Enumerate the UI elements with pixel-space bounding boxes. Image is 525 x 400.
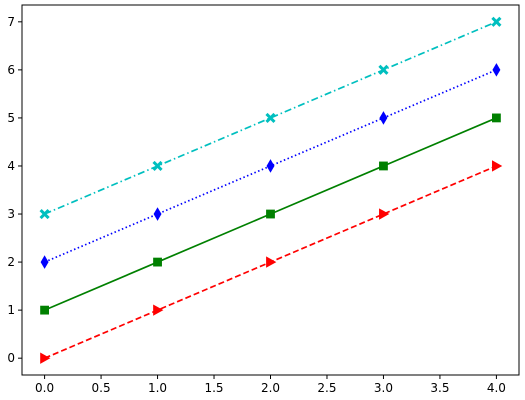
data-point-marker [492, 160, 503, 172]
y-tick-label: 1 [7, 303, 15, 317]
data-point-marker [40, 305, 49, 315]
series-1 [40, 113, 501, 315]
data-point-marker [266, 256, 277, 268]
data-point-marker [153, 257, 162, 267]
series-2 [40, 63, 501, 269]
data-point-marker [39, 208, 50, 220]
x-tick-label: 3.5 [430, 381, 449, 395]
x-tick-label: 2.0 [261, 381, 280, 395]
data-point-marker [265, 112, 276, 123]
x-tick-label: 2.5 [317, 381, 336, 395]
data-point-marker [492, 63, 501, 77]
axes-frame [21, 4, 520, 376]
series-line [44, 21, 497, 215]
series-0 [40, 160, 503, 364]
y-tick-label: 4 [7, 159, 15, 173]
data-point-marker [379, 208, 390, 220]
data-point-marker [379, 161, 388, 171]
data-point-marker [40, 255, 49, 269]
x-tick-label: 0.0 [35, 381, 54, 395]
data-point-marker [152, 160, 163, 172]
x-tick-label: 0.5 [92, 381, 111, 395]
data-point-marker [153, 207, 162, 221]
y-tick-label: 5 [7, 111, 15, 125]
series-layer [39, 16, 503, 364]
series-3 [39, 16, 502, 220]
data-point-marker [40, 352, 51, 364]
x-axis: 0.0 0.5 1.0 1.5 2.0 2.5 3.0 3.5 4.0 [35, 375, 506, 395]
data-point-marker [492, 113, 501, 123]
data-point-marker [378, 64, 389, 75]
y-axis: 0 1 2 3 4 5 6 7 [7, 15, 22, 365]
data-point-marker [266, 209, 275, 219]
series-line [44, 69, 497, 263]
y-tick-label: 0 [7, 351, 15, 365]
x-tick-label: 1.0 [148, 381, 167, 395]
data-point-marker [266, 159, 275, 173]
x-tick-label: 3.0 [374, 381, 393, 395]
data-point-marker [153, 304, 164, 316]
x-tick-label: 4.0 [487, 381, 506, 395]
y-tick-label: 6 [7, 63, 15, 77]
y-tick-label: 7 [7, 15, 15, 29]
x-tick-label: 1.5 [204, 381, 223, 395]
y-tick-label: 2 [7, 255, 15, 269]
data-point-marker [491, 16, 502, 27]
data-point-marker [379, 111, 388, 125]
y-tick-label: 3 [7, 207, 15, 221]
